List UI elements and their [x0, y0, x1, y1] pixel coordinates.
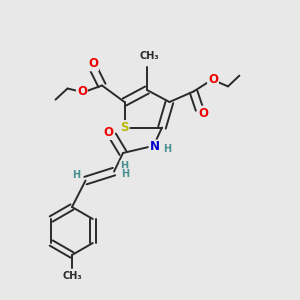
Text: O: O — [103, 126, 113, 139]
Text: H: H — [120, 161, 129, 171]
Text: N: N — [149, 140, 160, 154]
Text: O: O — [208, 73, 218, 86]
Text: O: O — [198, 106, 208, 120]
Text: O: O — [77, 85, 87, 98]
Text: H: H — [121, 169, 130, 179]
Text: S: S — [120, 121, 129, 134]
Text: H: H — [72, 170, 80, 180]
Text: O: O — [88, 57, 98, 70]
Text: H: H — [163, 144, 172, 154]
Text: CH₃: CH₃ — [62, 271, 82, 281]
Text: CH₃: CH₃ — [140, 51, 159, 61]
